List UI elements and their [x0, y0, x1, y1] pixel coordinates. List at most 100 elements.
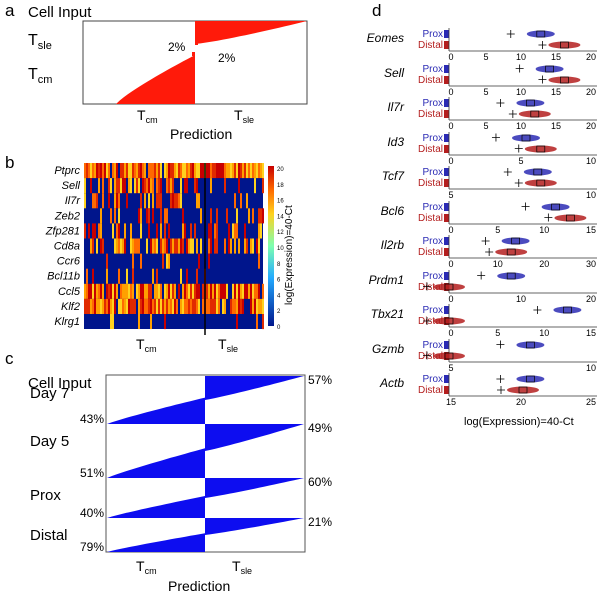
heatmap-cell: [130, 223, 132, 239]
panel-c-tsle-fill: [205, 518, 304, 535]
panel-d-gene-name: Tcf7: [382, 169, 406, 183]
heatmap-cell: [150, 298, 152, 314]
heatmap-cell: [156, 223, 158, 239]
panel-d-legend-distal: Distal: [418, 213, 443, 224]
heatmap-cell: [168, 223, 170, 239]
heatmap-cell: [164, 163, 166, 179]
heatmap-cell: [90, 178, 92, 194]
panel-d-mean-marker: [423, 282, 431, 291]
heatmap-cell: [234, 238, 236, 254]
heatmap-cell: [98, 298, 100, 314]
heatmap-cell: [246, 193, 248, 209]
heatmap-cell: [94, 298, 96, 314]
heatmap-cell: [190, 163, 192, 179]
panel-d-mean-marker: [423, 351, 431, 360]
heatmap-cell: [140, 223, 142, 239]
heatmap-cell: [138, 298, 140, 314]
panel-d-tick: 10: [586, 363, 596, 373]
panel-d-legend-prox: Prox: [422, 98, 443, 109]
panel-d-mean-marker: [521, 202, 530, 211]
heatmap-cell: [144, 178, 146, 194]
panel-d-tick: 30: [586, 259, 596, 269]
panel-d-legend-distal: Distal: [418, 109, 443, 120]
heatmap-cell: [216, 283, 218, 299]
heatmap-cell: [116, 178, 118, 194]
panel-d-tick: 10: [516, 52, 526, 62]
panel-d-distal-swatch: [444, 179, 449, 187]
panel-b-gene-label: Il7r: [65, 195, 82, 207]
heatmap-cell: [88, 298, 90, 314]
heatmap-cell: [236, 208, 238, 224]
heatmap-cell: [136, 163, 138, 179]
heatmap-cell: [182, 208, 184, 224]
panel-d-mean-marker: [423, 317, 431, 325]
heatmap-cell: [132, 283, 134, 299]
panel-b: b Ptprc Sell Il7r Zeb2 Zfp281 Cd8a Ccr6 Bcl11b C…: [5, 153, 295, 354]
heatmap-cell: [130, 178, 132, 194]
panel-d-legend-prox: Prox: [422, 29, 443, 40]
panel-c-tcm-fill: [107, 533, 205, 552]
panel-d-legend-prox: Prox: [422, 236, 443, 247]
heatmap-cell: [198, 253, 200, 269]
heatmap-cell: [210, 298, 212, 314]
panel-d-tick: 20: [586, 294, 596, 304]
heatmap-cell: [100, 163, 102, 179]
panel-d-prox-swatch: [444, 341, 449, 349]
heatmap-cell: [196, 298, 198, 314]
heatmap-cell: [92, 193, 94, 209]
heatmap-cell: [106, 268, 108, 284]
panel-d-mean-marker: [514, 179, 523, 187]
heatmap-cell: [138, 283, 140, 299]
colorbar-tick: 0: [277, 325, 281, 331]
heatmap-cell: [186, 298, 188, 314]
panel-d-mean-marker: [491, 133, 500, 142]
heatmap-cell: [244, 163, 246, 179]
heatmap-cell: [96, 283, 98, 299]
heatmap-cell: [234, 298, 236, 314]
heatmap-cell: [244, 238, 246, 254]
panel-d-prox-box: [526, 99, 535, 107]
heatmap-cell: [260, 223, 262, 239]
heatmap-cell: [180, 193, 182, 209]
panel-d-tick: 0: [448, 87, 453, 97]
heatmap-cell: [192, 238, 194, 254]
colorbar-tick: 10: [277, 246, 284, 252]
heatmap-cell: [154, 238, 156, 254]
heatmap-cell: [234, 283, 236, 299]
panel-c-left-pct: 79%: [80, 540, 104, 554]
heatmap-cell: [142, 178, 144, 194]
heatmap-cell: [158, 163, 160, 179]
panel-c-left-pct: 43%: [80, 412, 104, 426]
panel-d-distal-box: [566, 214, 575, 222]
heatmap-cell: [198, 298, 200, 314]
heatmap-cell: [110, 314, 112, 330]
heatmap-cell: [208, 298, 210, 314]
heatmap-cell: [252, 283, 254, 299]
heatmap-cell: [140, 193, 142, 209]
heatmap-cell: [156, 268, 158, 284]
heatmap-cell: [144, 283, 146, 299]
heatmap-cell: [224, 238, 226, 254]
panel-d-prox-box: [526, 341, 535, 349]
panel-d-tick: 5: [483, 52, 488, 62]
heatmap-cell: [220, 163, 222, 179]
heatmap-cell: [170, 178, 172, 194]
panel-a-xlabel: Prediction: [170, 126, 232, 142]
panel-b-colorbar-label: log(Expression)=40-Ct: [284, 205, 295, 305]
panel-c-right-pct: 60%: [308, 475, 332, 489]
heatmap-cell: [254, 298, 256, 314]
panel-d-tick: 10: [586, 156, 596, 166]
panel-a-misclass-left: [192, 52, 195, 56]
heatmap-cell: [236, 298, 238, 314]
heatmap-cell: [98, 178, 100, 194]
heatmap-cell: [168, 253, 170, 269]
heatmap-cell: [132, 238, 134, 254]
heatmap-cell: [140, 283, 142, 299]
heatmap-cell: [254, 178, 256, 194]
heatmap-cell: [102, 238, 104, 254]
panel-d-mean-marker: [496, 375, 505, 383]
heatmap-cell: [172, 163, 174, 179]
heatmap-cell: [214, 163, 216, 179]
heatmap-cell: [192, 163, 194, 179]
heatmap-cell: [208, 283, 210, 299]
